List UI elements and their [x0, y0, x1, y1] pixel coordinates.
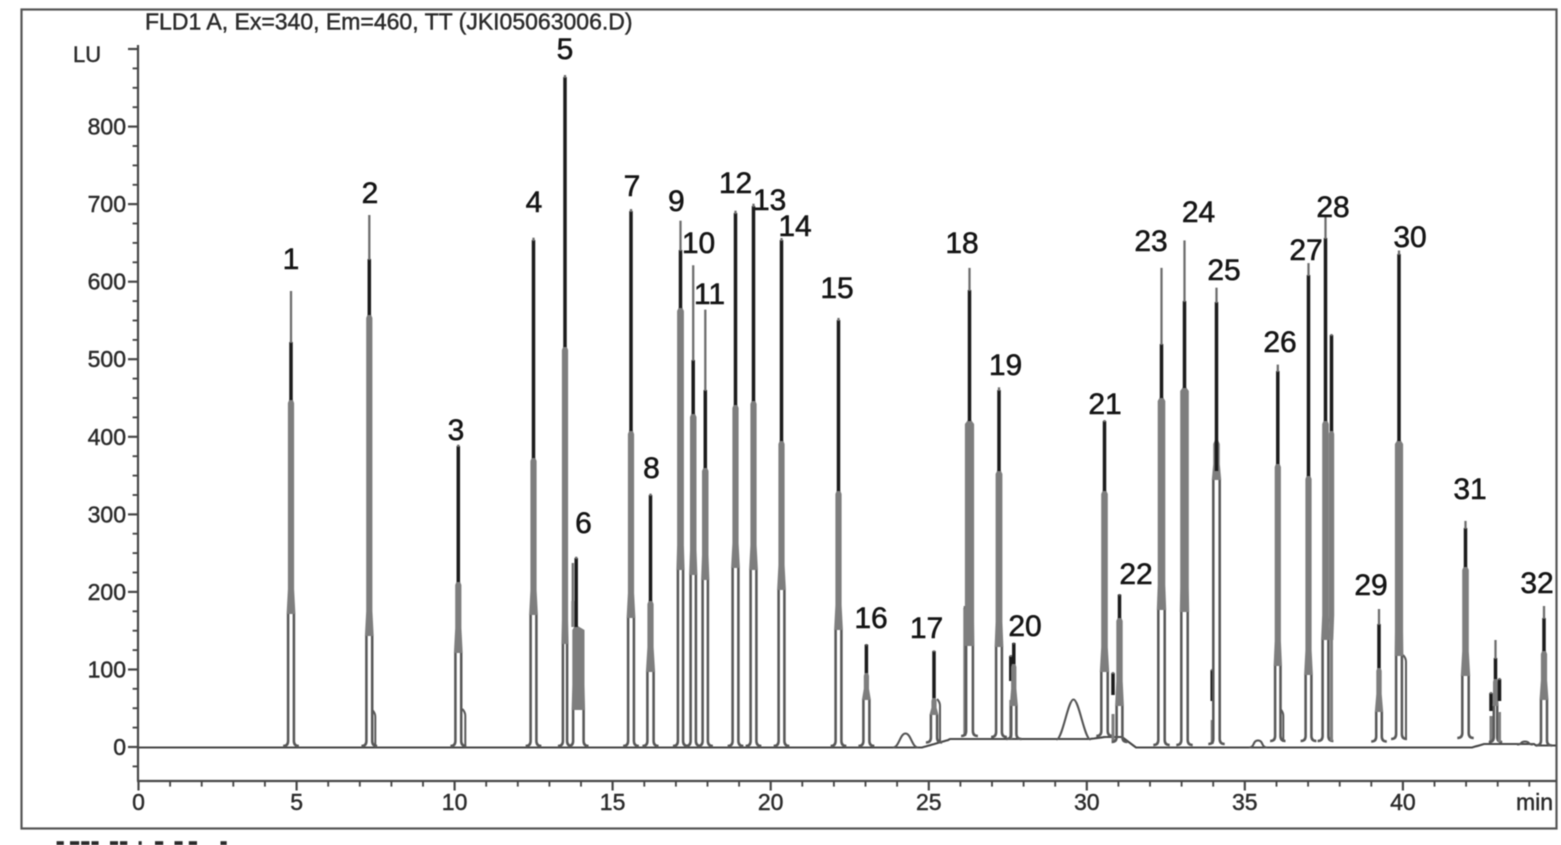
svg-text:9: 9 [668, 185, 685, 218]
svg-text:17: 17 [910, 612, 943, 645]
svg-text:7: 7 [624, 170, 641, 203]
svg-text:300: 300 [88, 501, 126, 527]
svg-text:22: 22 [1119, 558, 1152, 591]
svg-text:29: 29 [1354, 569, 1387, 602]
svg-text:21: 21 [1088, 388, 1121, 421]
svg-text:30: 30 [1393, 221, 1426, 254]
svg-text:500: 500 [88, 346, 126, 372]
svg-text:16: 16 [854, 602, 887, 635]
svg-text:40: 40 [1390, 789, 1416, 815]
svg-text:11: 11 [694, 278, 725, 311]
svg-text:28: 28 [1316, 191, 1349, 224]
svg-text:32: 32 [1520, 567, 1553, 600]
svg-text:24: 24 [1182, 196, 1215, 229]
svg-text:1: 1 [283, 243, 300, 276]
svg-text:100: 100 [88, 657, 126, 683]
svg-text:15: 15 [820, 272, 853, 305]
svg-text:0: 0 [113, 734, 126, 760]
svg-text:400: 400 [88, 424, 126, 450]
svg-text:FLD1 A, Ex=340, Em=460, TT (JK: FLD1 A, Ex=340, Em=460, TT (JKI05063006.… [145, 9, 633, 35]
svg-text:25: 25 [916, 789, 942, 815]
svg-text:5: 5 [290, 789, 303, 815]
svg-text:4: 4 [526, 186, 543, 219]
svg-text:31: 31 [1453, 473, 1486, 506]
svg-text:600: 600 [88, 269, 126, 295]
svg-text:6: 6 [575, 507, 592, 540]
svg-text:10: 10 [442, 789, 468, 815]
svg-text:700: 700 [88, 191, 126, 217]
svg-text:19: 19 [989, 349, 1022, 382]
svg-text:23: 23 [1134, 225, 1167, 258]
svg-text:27: 27 [1289, 234, 1322, 267]
svg-text:18: 18 [945, 227, 978, 260]
svg-text:LU: LU [73, 42, 101, 67]
svg-text:800: 800 [88, 114, 126, 140]
svg-text:25: 25 [1207, 254, 1240, 287]
svg-text:14: 14 [778, 210, 811, 243]
svg-text:26: 26 [1263, 326, 1296, 359]
svg-text:13: 13 [753, 184, 786, 217]
svg-text:8: 8 [643, 452, 660, 485]
svg-text:15: 15 [600, 789, 626, 815]
svg-text:20: 20 [1008, 610, 1041, 643]
svg-text:min: min [1516, 789, 1553, 815]
svg-text:35: 35 [1232, 789, 1258, 815]
svg-text:30: 30 [1074, 789, 1100, 815]
svg-text:5: 5 [557, 33, 574, 66]
svg-text:12: 12 [719, 167, 752, 200]
svg-text:3: 3 [448, 414, 465, 447]
svg-text:200: 200 [88, 579, 126, 605]
svg-text:0: 0 [132, 789, 145, 815]
svg-text:20: 20 [758, 789, 784, 815]
svg-text:10: 10 [682, 227, 715, 260]
svg-text:2: 2 [362, 177, 379, 210]
